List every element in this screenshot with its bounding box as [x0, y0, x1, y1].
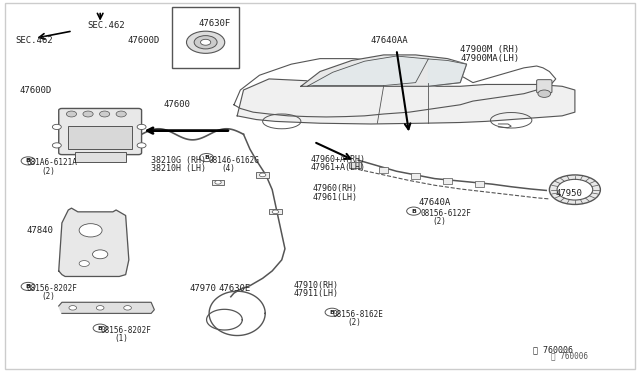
Text: ① 760006: ① 760006: [550, 351, 588, 360]
Circle shape: [97, 306, 104, 310]
Text: 47640AA: 47640AA: [371, 36, 408, 45]
Circle shape: [538, 90, 550, 97]
Text: 08156-8162E: 08156-8162E: [333, 310, 383, 319]
Text: B: B: [330, 310, 335, 315]
Circle shape: [325, 308, 339, 316]
Circle shape: [21, 157, 35, 165]
Text: 08156-6122F: 08156-6122F: [420, 209, 472, 218]
Text: 47960(RH): 47960(RH): [312, 185, 357, 193]
FancyBboxPatch shape: [537, 80, 552, 93]
Bar: [475, 181, 484, 187]
Bar: [256, 172, 269, 177]
Bar: [75, 152, 125, 162]
Text: B: B: [412, 209, 416, 214]
Text: 47630E: 47630E: [218, 284, 250, 293]
FancyBboxPatch shape: [59, 109, 141, 155]
Text: 47961+A(LH): 47961+A(LH): [310, 163, 365, 172]
Circle shape: [124, 306, 131, 310]
Text: ① 760006: ① 760006: [534, 346, 573, 355]
Text: 47630F: 47630F: [199, 19, 231, 28]
Circle shape: [194, 36, 217, 49]
Text: SEC.462: SEC.462: [15, 36, 53, 45]
Text: 38210G (RH): 38210G (RH): [151, 155, 206, 165]
Circle shape: [21, 282, 35, 291]
Circle shape: [52, 143, 61, 148]
Text: 08156-8202F: 08156-8202F: [100, 326, 151, 335]
Text: (4): (4): [221, 164, 235, 173]
Circle shape: [79, 224, 102, 237]
Text: 47840: 47840: [27, 226, 54, 235]
Text: B: B: [26, 284, 31, 289]
Circle shape: [259, 173, 266, 177]
Text: B: B: [204, 155, 209, 160]
Text: (1): (1): [115, 334, 129, 343]
Circle shape: [69, 306, 77, 310]
Circle shape: [557, 179, 593, 200]
Bar: [380, 167, 388, 173]
Polygon shape: [307, 56, 428, 86]
Text: 47900M (RH): 47900M (RH): [460, 45, 519, 54]
Text: 47600D: 47600D: [19, 86, 51, 94]
Circle shape: [272, 210, 278, 214]
Bar: [212, 180, 225, 185]
Text: 47961(LH): 47961(LH): [312, 193, 357, 202]
Text: B: B: [98, 326, 102, 331]
Circle shape: [137, 124, 146, 129]
Text: 47600: 47600: [164, 100, 191, 109]
Text: SEC.462: SEC.462: [88, 21, 125, 30]
Bar: [68, 126, 132, 149]
Text: 47640A: 47640A: [419, 198, 451, 207]
Circle shape: [116, 111, 126, 117]
Text: 47960+A(RH): 47960+A(RH): [310, 155, 365, 164]
Text: 47900MA(LH): 47900MA(LH): [460, 54, 519, 63]
Bar: [411, 173, 420, 179]
Text: (2): (2): [432, 217, 446, 226]
Polygon shape: [301, 55, 467, 86]
Text: (2): (2): [42, 167, 56, 176]
Polygon shape: [237, 79, 575, 124]
Circle shape: [200, 39, 211, 45]
Circle shape: [52, 124, 61, 129]
Polygon shape: [59, 208, 129, 276]
Circle shape: [186, 31, 225, 53]
Circle shape: [215, 180, 221, 184]
Circle shape: [137, 143, 146, 148]
Text: 081A6-6121A: 081A6-6121A: [27, 157, 77, 167]
Bar: [269, 209, 282, 214]
Text: B: B: [26, 158, 31, 163]
Circle shape: [93, 250, 108, 259]
Text: (2): (2): [42, 292, 56, 301]
Text: 08156-8202F: 08156-8202F: [27, 284, 77, 293]
Circle shape: [100, 111, 109, 117]
Text: 47970: 47970: [189, 284, 216, 293]
Text: 47911(LH): 47911(LH): [293, 289, 338, 298]
Text: 47950: 47950: [556, 189, 582, 198]
Text: (2): (2): [348, 318, 361, 327]
Text: 38210H (LH): 38210H (LH): [151, 164, 206, 173]
Circle shape: [67, 111, 77, 117]
Circle shape: [406, 207, 420, 215]
Circle shape: [79, 260, 90, 266]
Polygon shape: [59, 302, 154, 313]
Polygon shape: [428, 59, 467, 86]
Bar: [349, 162, 362, 167]
Text: 47600D: 47600D: [127, 36, 160, 45]
Circle shape: [549, 175, 600, 205]
Bar: [443, 178, 452, 184]
Text: 08146-6162G: 08146-6162G: [209, 155, 259, 165]
Circle shape: [93, 324, 107, 332]
Text: 47910(RH): 47910(RH): [293, 281, 338, 290]
Circle shape: [200, 154, 214, 161]
Bar: [172, 7, 239, 68]
Circle shape: [83, 111, 93, 117]
